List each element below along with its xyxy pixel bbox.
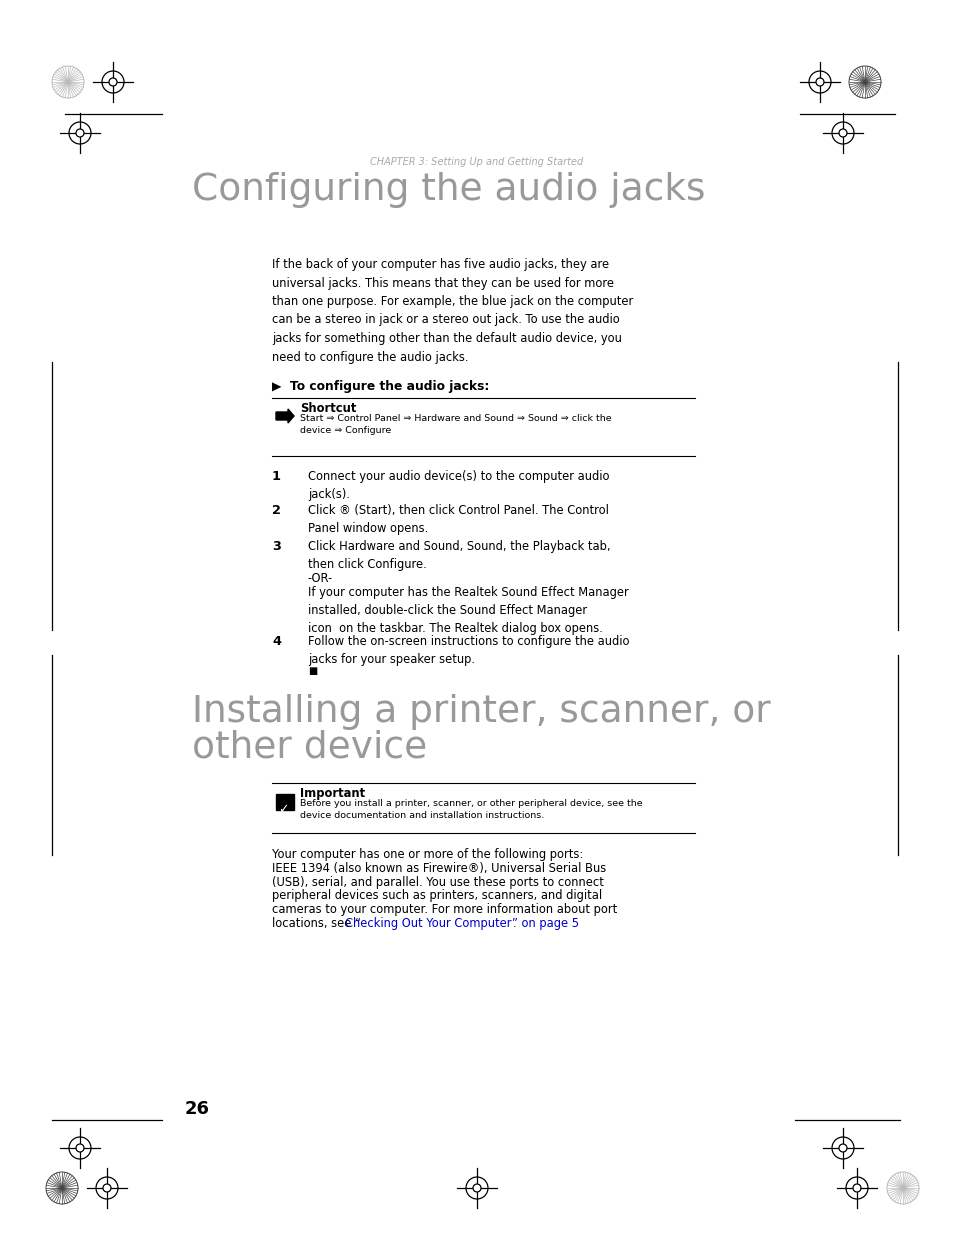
Text: Important: Important [299,787,365,800]
Text: Click ® (Start), then click Control Panel. The Control
Panel window opens.: Click ® (Start), then click Control Pane… [308,504,608,535]
Circle shape [815,78,823,86]
Text: Configuring the audio jacks: Configuring the audio jacks [192,172,705,207]
Text: 3: 3 [272,540,280,553]
Circle shape [76,128,84,137]
Text: If the back of your computer has five audio jacks, they are
universal jacks. Thi: If the back of your computer has five au… [272,258,633,363]
Bar [275,794,294,810]
Text: -OR-: -OR- [308,572,333,585]
Text: ▶  To configure the audio jacks:: ▶ To configure the audio jacks: [272,380,489,393]
Circle shape [109,78,117,86]
Text: locations, see “: locations, see “ [272,918,360,930]
Text: Checking Out Your Computer” on page 5: Checking Out Your Computer” on page 5 [344,918,578,930]
Text: ■: ■ [308,666,317,676]
Text: other device: other device [192,730,427,766]
Text: (USB), serial, and parallel. You use these ports to connect: (USB), serial, and parallel. You use the… [272,876,603,889]
Text: Click Hardware and Sound, Sound, the Playback tab,
then click Configure.: Click Hardware and Sound, Sound, the Pla… [308,540,610,571]
Text: Your computer has one or more of the following ports:: Your computer has one or more of the fol… [272,848,582,861]
Circle shape [852,1184,861,1192]
Text: Connect your audio device(s) to the computer audio
jack(s).: Connect your audio device(s) to the comp… [308,471,609,501]
Polygon shape [275,409,294,424]
Text: 4: 4 [272,635,281,648]
Text: peripheral devices such as printers, scanners, and digital: peripheral devices such as printers, sca… [272,889,601,903]
Circle shape [473,1184,480,1192]
Text: Shortcut: Shortcut [299,403,356,415]
Text: .: . [513,918,517,930]
Text: 26: 26 [185,1100,210,1118]
Text: 2: 2 [272,504,281,517]
Text: Installing a printer, scanner, or: Installing a printer, scanner, or [192,694,770,730]
Circle shape [838,1144,846,1152]
Circle shape [838,128,846,137]
Text: CHAPTER 3: Setting Up and Getting Started: CHAPTER 3: Setting Up and Getting Starte… [370,157,583,167]
Text: Start ⇒ Control Panel ⇒ Hardware and Sound ⇒ Sound ⇒ click the
device ⇒ Configur: Start ⇒ Control Panel ⇒ Hardware and Sou… [299,414,611,435]
Text: If your computer has the Realtek Sound Effect Manager
installed, double-click th: If your computer has the Realtek Sound E… [308,585,628,635]
Text: Before you install a printer, scanner, or other peripheral device, see the
devic: Before you install a printer, scanner, o… [299,799,642,820]
Text: ✓: ✓ [277,803,288,816]
Text: IEEE 1394 (also known as Firewire®), Universal Serial Bus: IEEE 1394 (also known as Firewire®), Uni… [272,862,605,874]
Circle shape [103,1184,111,1192]
Text: Follow the on-screen instructions to configure the audio
jacks for your speaker : Follow the on-screen instructions to con… [308,635,629,666]
Text: 1: 1 [272,471,281,483]
Text: cameras to your computer. For more information about port: cameras to your computer. For more infor… [272,903,617,916]
Circle shape [76,1144,84,1152]
